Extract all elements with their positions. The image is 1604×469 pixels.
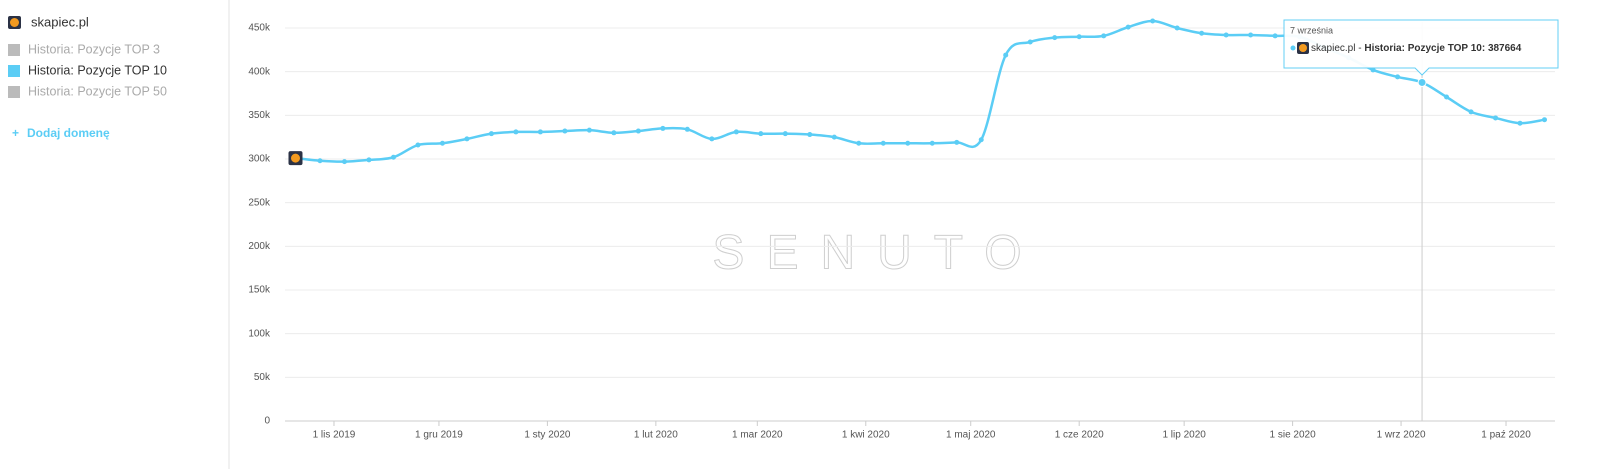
data-point[interactable] xyxy=(439,140,445,146)
data-point[interactable] xyxy=(1199,30,1205,36)
icon-dot xyxy=(290,153,300,163)
data-point[interactable] xyxy=(733,129,739,135)
data-point[interactable] xyxy=(880,140,886,146)
data-point[interactable] xyxy=(1444,94,1450,100)
tooltip-box xyxy=(1283,19,1559,76)
y-tick-label: 250k xyxy=(248,197,271,208)
add-domain[interactable]: Dodaj domenę xyxy=(27,126,110,140)
data-point[interactable] xyxy=(611,130,617,136)
legend-label[interactable]: Historia: Pozycje TOP 10 xyxy=(28,63,167,77)
domain-icon xyxy=(8,16,21,29)
data-point[interactable] xyxy=(1003,52,1009,58)
data-point[interactable] xyxy=(929,140,935,146)
data-point[interactable] xyxy=(341,159,347,165)
x-tick-label: 1 gru 2019 xyxy=(415,430,463,441)
data-point[interactable] xyxy=(1150,18,1156,24)
chart: 0 50k 100k 150k 200k 250k 300k 350k 400k 450k 1 li… xyxy=(248,18,1559,441)
data-point[interactable] xyxy=(1248,32,1254,38)
data-point[interactable] xyxy=(1493,115,1499,121)
tooltip-domain: skapiec.pl xyxy=(1311,43,1355,54)
x-tick-label: 1 maj 2020 xyxy=(946,430,996,441)
legend: Historia: Pozycje TOP 3 Historia: Pozycje… xyxy=(8,42,167,98)
x-tick-label: 1 lip 2020 xyxy=(1162,430,1206,441)
tooltip-date: 7 września xyxy=(1290,25,1333,35)
y-tick-label: 400k xyxy=(248,66,271,77)
data-point[interactable] xyxy=(390,154,396,160)
y-tick-label: 300k xyxy=(248,154,271,165)
data-point[interactable] xyxy=(464,136,470,142)
data-point[interactable] xyxy=(1517,120,1523,126)
y-tick-label: 200k xyxy=(248,241,271,252)
tooltip-icon-dot xyxy=(1299,44,1307,52)
data-point[interactable] xyxy=(831,134,837,140)
tooltip-series: Historia: Pozycje TOP 10 xyxy=(1364,43,1482,54)
legend-swatch[interactable] xyxy=(8,44,20,56)
data-point[interactable] xyxy=(684,126,690,132)
x-tick-label: 1 sie 2020 xyxy=(1270,430,1317,441)
tooltip-colon: : xyxy=(1482,43,1488,54)
data-point[interactable] xyxy=(1076,34,1082,40)
data-point[interactable] xyxy=(1101,33,1107,39)
data-point[interactable] xyxy=(709,136,715,142)
data-point[interactable] xyxy=(1468,109,1474,115)
x-tick-label: 1 kwi 2020 xyxy=(842,430,890,441)
x-tick-label: 1 sty 2020 xyxy=(524,430,571,441)
tooltip-value: 387664 xyxy=(1488,43,1522,54)
data-point[interactable] xyxy=(660,125,666,131)
data-point[interactable] xyxy=(635,128,641,134)
data-point[interactable] xyxy=(1174,25,1180,31)
watermark: SENUTO xyxy=(712,227,1043,280)
y-tick-label: 0 xyxy=(264,416,270,427)
data-point[interactable] xyxy=(856,140,862,146)
legend-label[interactable]: Historia: Pozycje TOP 50 xyxy=(28,84,167,98)
data-point[interactable] xyxy=(905,140,911,146)
legend-swatch[interactable] xyxy=(8,65,20,77)
data-point[interactable] xyxy=(782,131,788,137)
data-point[interactable] xyxy=(807,132,813,138)
domain-name[interactable]: skapiec.pl xyxy=(31,14,89,29)
data-point[interactable] xyxy=(1027,39,1033,45)
x-tick-label: 1 cze 2020 xyxy=(1055,430,1104,441)
data-point[interactable] xyxy=(1223,32,1229,38)
data-point[interactable] xyxy=(415,142,421,148)
legend-label[interactable]: Historia: Pozycje TOP 3 xyxy=(28,42,160,56)
data-point[interactable] xyxy=(758,131,764,137)
data-point[interactable] xyxy=(586,127,592,133)
tooltip-marker xyxy=(1290,45,1296,51)
x-tick-label: 1 lut 2020 xyxy=(634,430,678,441)
data-point[interactable] xyxy=(1272,33,1278,39)
y-tick-label: 450k xyxy=(248,23,271,34)
tooltip-sep: - xyxy=(1355,43,1364,54)
x-tick-label: 1 paź 2020 xyxy=(1481,430,1531,441)
data-point[interactable] xyxy=(513,129,519,135)
data-point[interactable] xyxy=(1542,117,1548,123)
x-tick-label: 1 mar 2020 xyxy=(732,430,783,441)
x-tick-label: 1 lis 2019 xyxy=(313,430,356,441)
data-point[interactable] xyxy=(1370,67,1376,73)
data-point[interactable] xyxy=(488,131,494,137)
tooltip-text: skapiec.pl - Historia: Pozycje TOP 10: 3… xyxy=(1311,43,1522,54)
data-point[interactable] xyxy=(317,158,323,164)
x-tick-label: 1 wrz 2020 xyxy=(1377,430,1426,441)
tooltip: 7 września skapiec.pl - Historia: Pozycje… xyxy=(1283,19,1559,76)
data-point[interactable] xyxy=(366,157,372,163)
y-tick-label: 350k xyxy=(248,110,271,121)
data-point[interactable] xyxy=(978,137,984,143)
data-point[interactable] xyxy=(1417,77,1427,87)
y-tick-label: 50k xyxy=(254,372,271,383)
data-point[interactable] xyxy=(1052,35,1058,41)
data-point[interactable] xyxy=(954,139,960,145)
y-tick-label: 150k xyxy=(248,285,271,296)
add-domain-plus[interactable]: + xyxy=(12,126,19,140)
data-point[interactable] xyxy=(1125,24,1131,30)
data-point[interactable] xyxy=(537,129,543,135)
data-point[interactable] xyxy=(562,128,568,134)
y-tick-label: 100k xyxy=(248,328,271,339)
legend-swatch[interactable] xyxy=(8,86,20,98)
data-point[interactable] xyxy=(1395,74,1401,80)
start-point-icon xyxy=(288,151,303,166)
